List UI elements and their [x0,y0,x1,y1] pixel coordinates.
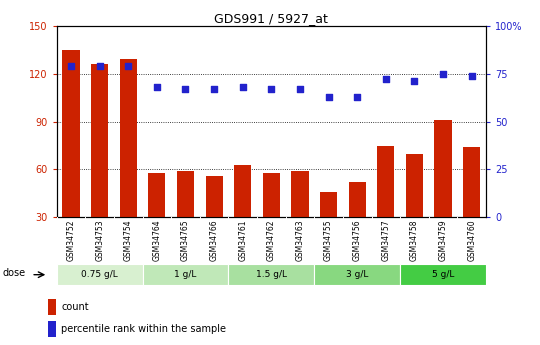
Bar [406,154,423,217]
Bar [349,182,366,217]
Bar [57,264,143,285]
Point [381,77,390,82]
Text: GSM34754: GSM34754 [124,220,133,262]
Text: percentile rank within the sample: percentile rank within the sample [62,324,226,334]
Bar [463,147,480,217]
Text: GSM34763: GSM34763 [295,220,305,262]
Bar [143,264,228,285]
Point [296,86,305,92]
Text: GSM34756: GSM34756 [353,220,362,262]
Bar [177,171,194,217]
Text: 0.75 g/L: 0.75 g/L [81,270,118,279]
Text: 3 g/L: 3 g/L [346,270,368,279]
Text: GSM34753: GSM34753 [95,220,104,262]
Text: GSM34762: GSM34762 [267,220,276,262]
Point [153,85,161,90]
Text: GSM34765: GSM34765 [181,220,190,262]
Text: GSM34752: GSM34752 [66,220,76,262]
Text: count: count [62,302,89,312]
Text: 1 g/L: 1 g/L [174,270,197,279]
Bar [48,299,56,315]
Point [267,86,276,92]
Point [239,85,247,90]
Bar [148,173,165,217]
Text: 1.5 g/L: 1.5 g/L [256,270,287,279]
Bar [263,173,280,217]
Text: GSM34758: GSM34758 [410,220,419,262]
Bar [292,171,308,217]
Bar [377,146,394,217]
Text: GSM34760: GSM34760 [467,220,476,262]
Bar [400,264,486,285]
Text: dose: dose [3,268,26,278]
Point [468,73,476,78]
Point [324,94,333,99]
Text: GSM34759: GSM34759 [438,220,448,262]
Bar [63,50,79,217]
Point [438,71,447,77]
Point [181,86,190,92]
Point [353,94,362,99]
Point [95,63,104,69]
Bar [48,322,56,337]
Text: 5 g/L: 5 g/L [432,270,454,279]
Point [410,79,419,84]
Bar [435,120,451,217]
Bar [314,264,400,285]
Bar [206,176,222,217]
Point [210,86,218,92]
Text: GSM34755: GSM34755 [324,220,333,262]
Bar [228,264,314,285]
Bar [234,165,251,217]
Text: GSM34761: GSM34761 [238,220,247,262]
Title: GDS991 / 5927_at: GDS991 / 5927_at [214,12,328,25]
Bar [120,59,137,217]
Point [66,63,75,69]
Bar [320,192,337,217]
Text: GSM34764: GSM34764 [152,220,161,262]
Bar [91,64,108,217]
Text: GSM34766: GSM34766 [210,220,219,262]
Point [124,63,133,69]
Text: GSM34757: GSM34757 [381,220,390,262]
